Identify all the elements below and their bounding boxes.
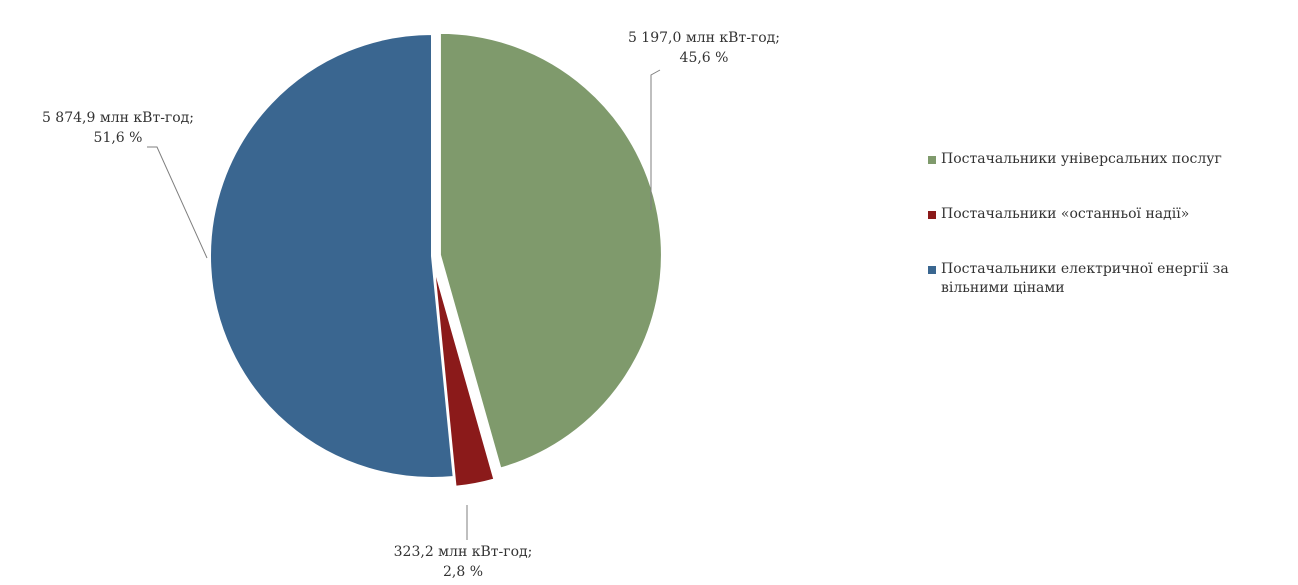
legend-label-last-resort-suppliers: Постачальники «останньої надії» bbox=[941, 206, 1190, 222]
leader-line bbox=[147, 146, 208, 259]
pie-slice-free-price-suppliers bbox=[209, 32, 455, 479]
data-label-universal-suppliers: 5 197,0 млн кВт-год; 45,6 % bbox=[628, 30, 780, 66]
data-label-last-resort-suppliers: 323,2 млн кВт-год; 2,8 % bbox=[394, 544, 533, 580]
legend-item-free-price-suppliers: Постачальники електричної енергії за віл… bbox=[928, 260, 1298, 298]
legend-label-universal-suppliers: Постачальники універсальних послуг bbox=[941, 151, 1222, 167]
legend: Постачальники універсальних послуг Поста… bbox=[928, 150, 1298, 334]
pie-slice-universal-suppliers bbox=[438, 31, 663, 470]
legend-label-free-price-suppliers: Постачальники електричної енергії за віл… bbox=[941, 261, 1229, 296]
legend-swatch-last-resort-suppliers bbox=[928, 211, 936, 219]
legend-swatch-universal-suppliers bbox=[928, 156, 936, 164]
pie-slice-last-resort-suppliers bbox=[432, 265, 496, 488]
legend-item-universal-suppliers: Постачальники універсальних послуг bbox=[928, 150, 1298, 169]
leader-line bbox=[650, 69, 661, 210]
legend-swatch-free-price-suppliers bbox=[928, 266, 936, 274]
legend-item-last-resort-suppliers: Постачальники «останньої надії» bbox=[928, 205, 1298, 224]
data-label-free-price-suppliers: 5 874,9 млн кВт-год; 51,6 % bbox=[42, 110, 194, 146]
